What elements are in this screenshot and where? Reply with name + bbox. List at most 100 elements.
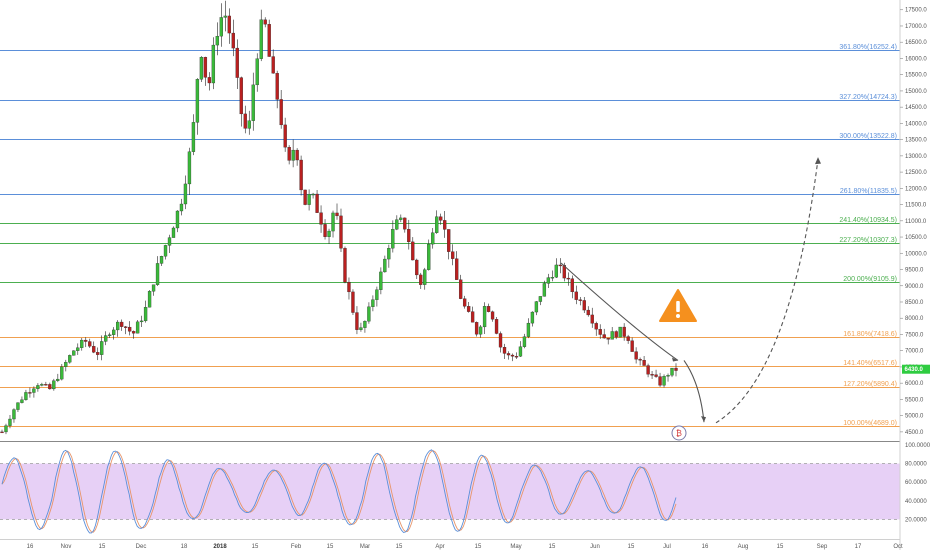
candle-body — [104, 335, 108, 342]
candle-body — [466, 306, 471, 312]
candle-body — [251, 84, 255, 121]
candle-body — [88, 341, 92, 347]
candle-body — [411, 241, 415, 261]
candle-body — [506, 353, 511, 356]
candle-body — [367, 306, 371, 322]
candle-body — [383, 258, 387, 273]
candle-body — [187, 151, 192, 185]
price-tick-label: 17500.0 — [905, 8, 927, 14]
current-price-badge — [902, 364, 930, 374]
time-tick-label: Sep — [817, 544, 828, 550]
stochastic-k-line — [1, 449, 677, 534]
candle-body — [674, 367, 678, 371]
price-axis[interactable]: 17500.0 17000.0 16500.0 16000.0 15500.0 15000… — [899, 0, 931, 550]
fib-level-label: 100.00%(4689.0) — [843, 420, 897, 427]
candle-body — [72, 350, 76, 356]
candle-body — [139, 320, 144, 323]
candle-body — [626, 336, 630, 341]
candle-body — [502, 347, 507, 354]
downtrend-arc — [560, 262, 679, 361]
candle-body — [391, 229, 395, 249]
candle-body — [183, 183, 188, 205]
time-tick-label: Oct — [893, 544, 903, 550]
candle-body — [415, 259, 419, 276]
time-tick-label: Jun — [590, 544, 600, 550]
candle-body — [100, 341, 104, 355]
price-tick-label: 12000.0 — [905, 186, 927, 192]
price-tick-label: 4500.0 — [905, 430, 924, 436]
candle-body — [24, 392, 28, 400]
time-axis[interactable]: 16 Nov 15 Dec 18 2018 15 Feb 15 Mar 15 Apr 15 May 15 Ju… — [27, 544, 903, 550]
time-tick-label: 16 — [702, 544, 709, 550]
stochastic-oscillator-pane — [0, 449, 900, 534]
candle-body — [630, 340, 634, 352]
candle-body — [602, 334, 606, 339]
candle-body — [462, 298, 467, 307]
candle-body — [439, 216, 443, 221]
price-tick-label: 14500.0 — [905, 105, 927, 111]
candle-body — [255, 58, 259, 86]
candle-body — [295, 149, 299, 161]
fib-level-label: 327.20%(14724.3) — [839, 94, 897, 101]
candle-body — [399, 217, 403, 220]
candle-body — [267, 24, 271, 57]
candle-body — [486, 306, 491, 312]
time-tick-label: 16 — [27, 544, 34, 550]
candle-body — [594, 323, 598, 330]
candle-body — [223, 15, 227, 18]
candle-body — [259, 19, 263, 59]
candle-body — [482, 306, 487, 328]
candle-body — [48, 384, 52, 390]
candle-body — [586, 309, 590, 316]
candle-body — [239, 77, 243, 115]
candle-body — [44, 384, 48, 386]
candle-body — [522, 336, 527, 347]
candle-body — [458, 279, 463, 299]
candle-body — [423, 269, 427, 285]
time-tick-label: Nov — [61, 544, 72, 550]
candle-body — [123, 326, 128, 328]
candle-body — [199, 56, 204, 80]
candle-body — [379, 271, 383, 290]
candle-body — [68, 355, 72, 363]
candle-body — [147, 291, 152, 308]
candle-body — [84, 339, 88, 342]
time-tick-label: May — [510, 544, 521, 550]
fib-level-label: 200.00%(9105.9) — [843, 276, 897, 283]
candle-body — [80, 339, 84, 348]
candle-body — [311, 193, 315, 196]
candle-body — [76, 347, 80, 351]
oscillator-tick-label: 100.0000 — [905, 443, 931, 449]
price-tick-label: 17000.0 — [905, 24, 927, 30]
arrow-head-icon — [672, 357, 678, 362]
price-tick-label: 5500.0 — [905, 397, 924, 403]
candle-body — [171, 227, 176, 238]
candle-body — [52, 380, 56, 390]
candle-body — [275, 73, 279, 100]
projection-drop — [683, 360, 705, 423]
price-tick-label: 5000.0 — [905, 414, 924, 420]
candle-body — [307, 194, 311, 205]
candle-body — [343, 248, 347, 283]
candle-body — [163, 245, 168, 257]
oscillator-tick-label: 80.0000 — [905, 462, 927, 468]
stochastic-d-line — [1, 450, 677, 533]
time-tick-label: Feb — [291, 544, 302, 550]
price-tick-label: 12500.0 — [905, 170, 927, 176]
candle-body — [279, 99, 283, 126]
candle-body — [64, 362, 68, 367]
candle-body — [650, 374, 654, 376]
candle-body — [335, 212, 339, 217]
candle-body — [351, 291, 355, 313]
trend-annotation — [560, 157, 821, 424]
price-tick-label: 11500.0 — [905, 203, 927, 209]
candle-body — [566, 277, 570, 280]
candle-body — [363, 321, 367, 328]
time-tick-label: Dec — [136, 544, 147, 550]
time-tick-label: 15 — [628, 544, 635, 550]
candle-body — [8, 418, 12, 426]
candle-body — [143, 307, 148, 322]
candle-body — [514, 356, 519, 358]
candle-body — [518, 346, 523, 357]
price-tick-label: 10000.0 — [905, 251, 927, 257]
